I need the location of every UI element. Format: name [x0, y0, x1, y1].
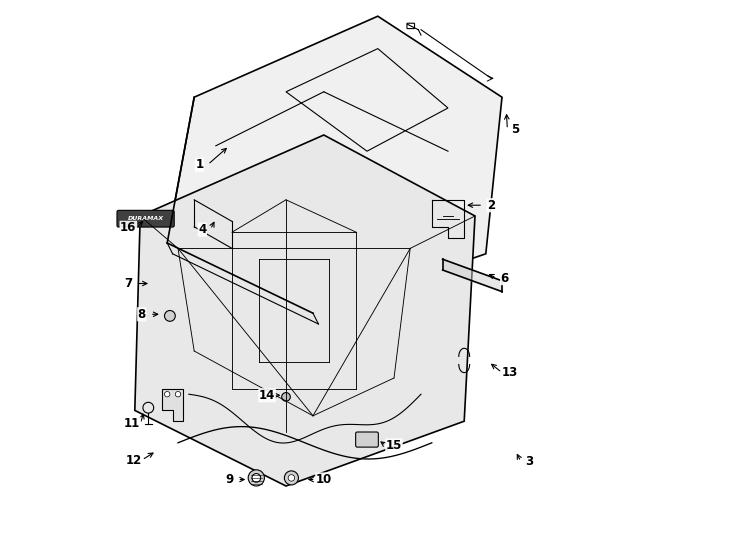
- Text: 8: 8: [138, 308, 146, 321]
- Polygon shape: [135, 135, 475, 486]
- Text: 7: 7: [124, 277, 132, 290]
- Circle shape: [164, 310, 175, 321]
- FancyBboxPatch shape: [117, 210, 174, 227]
- Polygon shape: [167, 16, 502, 313]
- Text: 16: 16: [120, 221, 137, 234]
- Text: 5: 5: [512, 123, 520, 136]
- Text: 14: 14: [259, 389, 275, 402]
- Circle shape: [282, 393, 291, 401]
- Text: 4: 4: [198, 223, 206, 236]
- FancyBboxPatch shape: [407, 23, 415, 29]
- Text: 12: 12: [126, 454, 142, 467]
- Circle shape: [248, 470, 264, 486]
- Text: 9: 9: [225, 473, 233, 486]
- Circle shape: [288, 475, 294, 481]
- Text: 11: 11: [124, 417, 140, 430]
- Text: 2: 2: [487, 199, 495, 212]
- Text: 1: 1: [195, 158, 203, 171]
- Circle shape: [175, 392, 181, 397]
- Circle shape: [164, 392, 170, 397]
- Text: 13: 13: [502, 366, 518, 379]
- FancyBboxPatch shape: [356, 432, 378, 447]
- Text: 3: 3: [525, 455, 533, 468]
- Circle shape: [252, 474, 261, 482]
- Text: 15: 15: [386, 439, 402, 452]
- Polygon shape: [161, 389, 184, 421]
- Text: 10: 10: [316, 473, 332, 486]
- Text: DURAMAX: DURAMAX: [128, 216, 164, 221]
- Circle shape: [284, 471, 299, 485]
- Text: 6: 6: [501, 272, 509, 285]
